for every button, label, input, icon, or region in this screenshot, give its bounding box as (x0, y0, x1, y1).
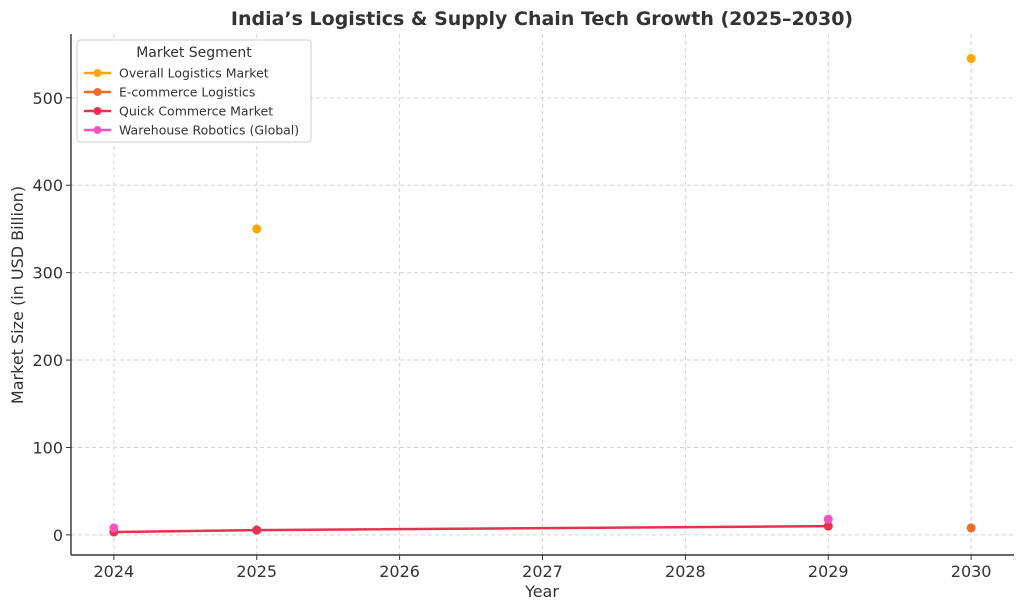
legend-item: Overall Logistics Market (84, 66, 269, 81)
data-point (966, 523, 976, 533)
series-line (113, 524, 829, 534)
series-warehouse-robotics-global (109, 514, 833, 533)
legend-label: E-commerce Logistics (119, 85, 255, 100)
legend: Market Segment Overall Logistics Market E… (76, 39, 312, 143)
x-tick-label: 2026 (379, 562, 420, 581)
legend-item: E-commerce Logistics (84, 85, 255, 100)
legend-label: Overall Logistics Market (119, 66, 269, 81)
legend-box (76, 39, 312, 143)
y-tick-label: 200 (32, 351, 63, 370)
x-tick-label: 2027 (522, 562, 563, 581)
legend-title: Market Segment (136, 45, 252, 61)
y-tick-label: 100 (32, 438, 63, 457)
ticks: 2024 2025 2026 2027 2028 2029 2030 0 100 200 300 40… (32, 89, 991, 581)
y-tick-label: 300 (32, 264, 63, 283)
legend-marker (93, 107, 102, 115)
series-quick-commerce-market (109, 521, 833, 537)
data-point (252, 525, 262, 535)
data-point (823, 514, 833, 524)
x-tick-label: 2025 (236, 562, 277, 581)
x-tick-label: 2024 (94, 562, 135, 581)
legend-marker (93, 126, 102, 134)
y-tick-label: 400 (32, 176, 63, 195)
x-axis-label: Year (524, 582, 559, 601)
x-tick-label: 2028 (665, 562, 706, 581)
x-tick-label: 2030 (951, 562, 992, 581)
grid (71, 34, 1014, 555)
data-point (823, 521, 833, 531)
series-layer (109, 53, 976, 537)
x-tick-label: 2029 (808, 562, 849, 581)
legend-item: Quick Commerce Market (84, 104, 273, 119)
y-axis-label: Market Size (in USD Billion) (8, 186, 27, 404)
data-point (252, 224, 262, 234)
chart-title: India’s Logistics & Supply Chain Tech Gr… (231, 8, 853, 30)
legend-marker (93, 69, 102, 77)
legend-label: Warehouse Robotics (Global) (119, 123, 299, 138)
data-point (109, 523, 119, 533)
series-overall-logistics-market (252, 53, 976, 234)
legend-item: Warehouse Robotics (Global) (84, 123, 299, 138)
y-tick-label: 0 (53, 526, 63, 545)
data-point (966, 53, 976, 63)
y-tick-label: 500 (32, 89, 63, 108)
legend-label: Quick Commerce Market (119, 104, 273, 119)
legend-marker (93, 88, 102, 96)
